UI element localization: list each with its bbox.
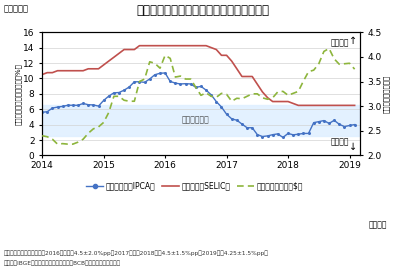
Text: （月次）: （月次）: [368, 221, 387, 230]
Text: インフレ目標: インフレ目標: [182, 116, 210, 125]
Text: インフレ率と政策金利・為替レートの推移: インフレ率と政策金利・為替レートの推移: [136, 4, 269, 17]
Text: レアル高: レアル高: [331, 138, 350, 147]
Y-axis label: （レアル／米ドル）: （レアル／米ドル）: [384, 75, 390, 113]
Text: レアル安: レアル安: [331, 38, 350, 47]
Bar: [42, 105, 360, 136]
Text: ↑: ↑: [349, 36, 357, 46]
Text: （注意）インフレ目標は、2016年以前は4.5±2.0%pp、2017年及び2018年は4.5±1.5%pp、2019年は4.25±1.5%pp。: （注意）インフレ目標は、2016年以前は4.5±2.0%pp、2017年及び20…: [4, 251, 269, 256]
Legend: インフレ率（IPCA）, 政策金利（SELIC）, 為替レート（対米$）: インフレ率（IPCA）, 政策金利（SELIC）, 為替レート（対米$）: [83, 178, 306, 193]
Text: （図表２）: （図表２）: [4, 4, 29, 13]
Text: ↓: ↓: [349, 142, 357, 152]
Text: （出所）IBGE（ブラジル地理統計院）・BCB（ブラジル中央銀行）: （出所）IBGE（ブラジル地理統計院）・BCB（ブラジル中央銀行）: [4, 261, 121, 266]
Y-axis label: （前年同月比、金利水準、%）: （前年同月比、金利水準、%）: [15, 63, 21, 125]
